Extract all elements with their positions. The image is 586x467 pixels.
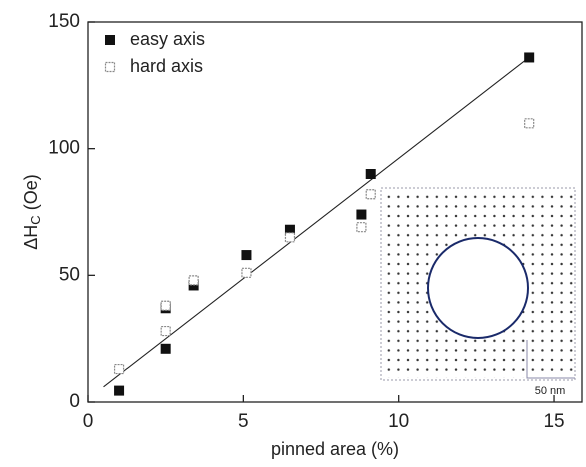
inset: 50 nm bbox=[380, 187, 576, 398]
marker bbox=[188, 275, 199, 286]
x-tick-label: 5 bbox=[238, 411, 249, 432]
x-tick-label: 15 bbox=[543, 411, 564, 432]
scale-label: 50 nm bbox=[535, 385, 566, 397]
legend-marker bbox=[105, 35, 115, 45]
y-tick-label: 0 bbox=[69, 391, 80, 412]
marker bbox=[113, 363, 125, 375]
marker bbox=[524, 118, 535, 129]
legend-label: easy axis bbox=[130, 29, 205, 49]
plot-frame bbox=[87, 21, 583, 403]
x-tick-label: 0 bbox=[83, 411, 94, 432]
marker bbox=[356, 209, 367, 220]
x-axis-label: pinned area (%) bbox=[271, 439, 399, 459]
marker bbox=[365, 189, 376, 200]
y-label-sub: C bbox=[28, 215, 43, 224]
y-tick-label: 50 bbox=[59, 264, 80, 285]
marker bbox=[160, 300, 171, 311]
legend-marker bbox=[104, 61, 116, 73]
y-tick-label: 150 bbox=[48, 11, 80, 32]
y-axis-label: ΔHC (Oe) bbox=[21, 174, 44, 249]
y-label-unit: (Oe) bbox=[21, 174, 41, 215]
y-label-main: ΔH bbox=[21, 225, 41, 250]
marker bbox=[356, 222, 367, 233]
marker bbox=[284, 232, 296, 243]
marker bbox=[241, 250, 252, 261]
marker bbox=[524, 52, 535, 63]
legend-label: hard axis bbox=[130, 56, 203, 76]
fit-line bbox=[103, 54, 533, 388]
x-tick-label: 10 bbox=[388, 411, 409, 432]
scale-label-bg bbox=[524, 382, 574, 398]
inset-hole bbox=[427, 237, 529, 339]
marker bbox=[365, 169, 376, 179]
y-tick-label: 100 bbox=[48, 138, 80, 159]
marker bbox=[160, 343, 171, 354]
scale-bar bbox=[526, 340, 575, 379]
marker bbox=[114, 385, 125, 396]
marker bbox=[160, 325, 171, 337]
marker bbox=[241, 267, 252, 278]
